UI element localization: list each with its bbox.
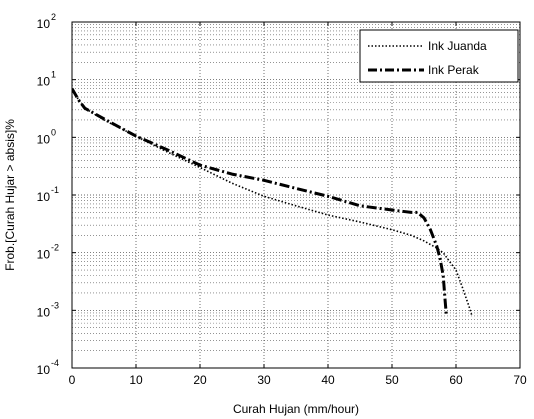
x-tick-label: 50 [385,373,399,387]
x-tick-label: 20 [193,373,207,387]
x-axis-label: Curah Hujan (mm/hour) [233,402,359,416]
series-group [72,87,473,317]
y-tick-exponent: 2 [51,12,56,22]
legend-box [359,29,519,83]
legend-label-ink-perak: Ink Perak [428,63,480,77]
y-tick-exponent: 1 [51,70,56,80]
y-tick-label: 10 [37,248,51,262]
legend: Ink Juanda Ink Perak [359,29,519,83]
y-tick-exponent: -1 [51,185,59,195]
legend-label-ink-juanda: Ink Juanda [428,39,487,53]
y-axis-label: Frob.[Curah Hujar > absis]% [3,119,17,271]
x-tick-label: 30 [257,373,271,387]
x-tick-label: 70 [513,373,527,387]
series-line-ink-perak [72,87,448,317]
x-axis-ticks: 0 10 20 30 40 50 60 70 [69,22,527,387]
y-tick-label: 10 [37,132,51,146]
y-tick-label: 10 [37,305,51,319]
y-tick-exponent: -3 [51,300,59,310]
x-tick-label: 40 [321,373,335,387]
y-tick-label: 10 [37,190,51,204]
y-tick-exponent: 0 [51,127,56,137]
x-tick-label: 60 [449,373,463,387]
y-tick-label: 10 [37,75,51,89]
y-tick-exponent: -2 [51,243,59,253]
x-tick-label: 0 [69,373,76,387]
y-tick-exponent: -4 [51,358,59,368]
x-tick-label: 10 [129,373,143,387]
y-tick-label: 10 [37,17,51,31]
y-tick-label: 10 [37,363,51,377]
